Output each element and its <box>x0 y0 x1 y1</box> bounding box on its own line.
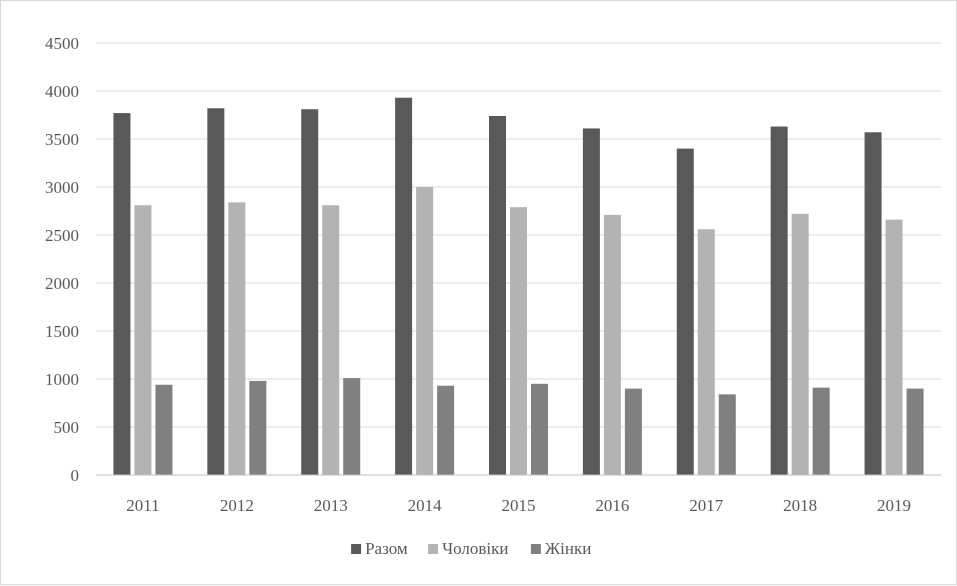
bar-Разом-2019 <box>864 132 882 475</box>
bar-Чоловіки-2015 <box>510 207 527 475</box>
y-tick-label: 4500 <box>45 34 79 53</box>
y-tick-label: 1000 <box>45 370 79 389</box>
x-tick-label: 2016 <box>595 496 629 515</box>
y-axis-ticks: 0 500 1000 1500 2000 2500 3000 3500 4000 4500 <box>45 34 79 485</box>
legend: Разом Чоловіки Жінки <box>351 539 591 558</box>
bar-Разом-2017 <box>676 148 694 475</box>
bar-Жінки-2011 <box>155 384 173 475</box>
bar-Разом-2013 <box>301 109 319 476</box>
x-tick-label: 2019 <box>877 496 911 515</box>
bar-Разом-2016 <box>582 128 600 475</box>
x-tick-label: 2017 <box>689 496 724 515</box>
y-tick-label: 3500 <box>45 130 79 149</box>
bar-Чоловіки-2011 <box>134 205 152 476</box>
bar-Разом-2011 <box>113 113 131 475</box>
bar-Жінки-2012 <box>249 380 267 475</box>
bar-Разом-2014 <box>395 97 413 475</box>
bar-Жінки-2016 <box>624 388 642 475</box>
bar-Чоловіки-2019 <box>885 219 903 475</box>
legend-label: Чоловіки <box>442 539 508 558</box>
bar-Жінки-2015 <box>531 383 548 475</box>
y-tick-label: 3000 <box>45 178 79 197</box>
bar-Разом-2018 <box>770 126 788 476</box>
bar-Чоловіки-2016 <box>603 214 621 475</box>
x-tick-label: 2018 <box>783 496 817 515</box>
bar-Чоловіки-2012 <box>228 202 246 476</box>
bars <box>113 97 924 476</box>
bar-Жінки-2013 <box>343 378 361 475</box>
x-tick-label: 2013 <box>314 496 348 515</box>
x-tick-label: 2014 <box>408 496 443 515</box>
legend-label: Разом <box>365 539 408 558</box>
x-tick-label: 2012 <box>220 496 254 515</box>
bar-Жінки-2019 <box>906 388 924 475</box>
bar-Жінки-2017 <box>718 394 736 475</box>
y-tick-label: 1500 <box>45 322 79 341</box>
bar-Разом-2012 <box>207 108 225 475</box>
legend-swatch <box>530 544 541 554</box>
legend-swatch <box>428 544 439 554</box>
bar-Чоловіки-2017 <box>697 229 715 475</box>
x-axis: 2011 2012 2013 2014 2015 2016 2017 2018 2019 <box>96 474 941 515</box>
legend-label: Жінки <box>545 539 591 558</box>
bar-Чоловіки-2014 <box>416 187 434 475</box>
bar-Чоловіки-2018 <box>791 213 809 475</box>
bar-Чоловіки-2013 <box>322 205 340 476</box>
y-tick-label: 2500 <box>45 226 79 245</box>
bar-Жінки-2018 <box>812 387 830 475</box>
legend-swatch <box>351 544 362 554</box>
y-tick-label: 4000 <box>45 82 79 101</box>
bar-Разом-2015 <box>489 115 506 476</box>
y-tick-label: 500 <box>54 418 80 437</box>
y-tick-label: 2000 <box>45 274 79 293</box>
x-tick-label: 2015 <box>502 496 536 515</box>
x-tick-label: 2011 <box>126 496 159 515</box>
y-tick-label: 0 <box>71 466 80 485</box>
bar-Жінки-2014 <box>437 385 455 475</box>
